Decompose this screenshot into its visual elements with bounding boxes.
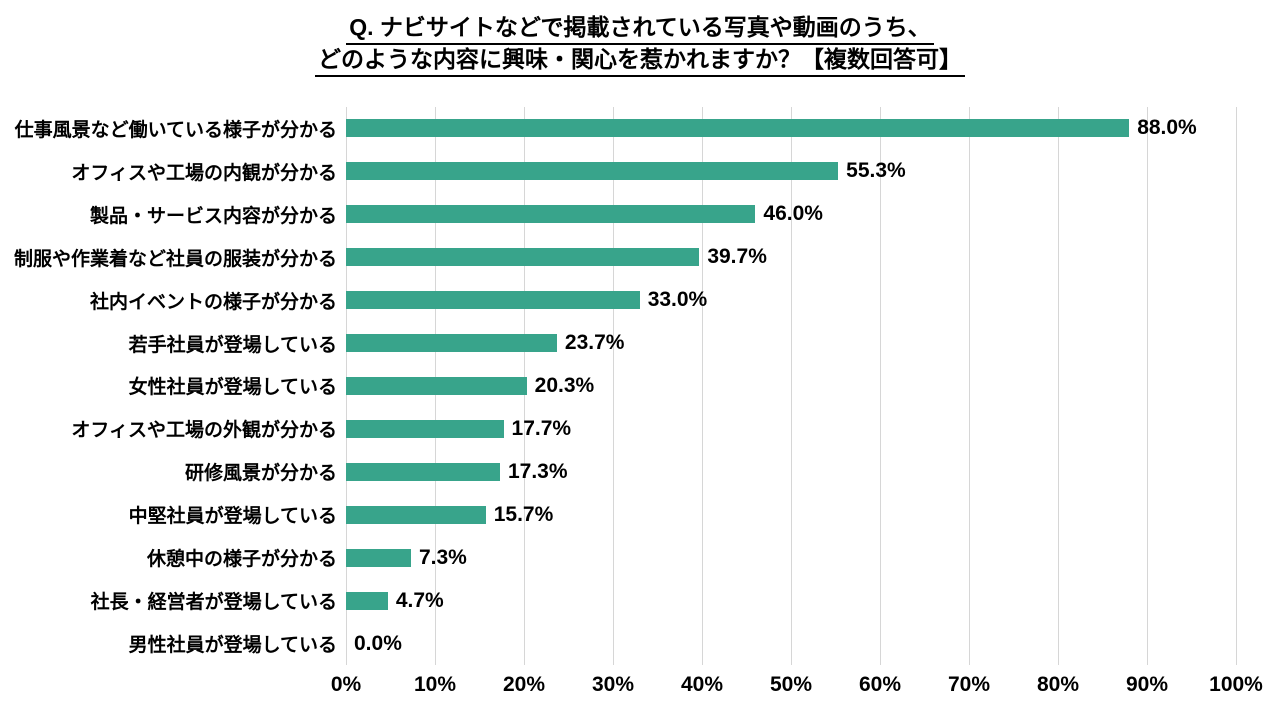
gridline	[1236, 107, 1237, 665]
bar-track: 17.3%	[346, 450, 1236, 493]
bar	[346, 291, 640, 310]
chart-title-row: Q. ナビサイトなどで掲載されている写真や動画のうち、	[0, 13, 1280, 45]
bar-row: 研修風景が分かる 17.3%	[0, 450, 1236, 493]
gridline	[1058, 107, 1059, 665]
bar-track: 88.0%	[346, 107, 1236, 150]
category-label: 社長・経営者が登場している	[90, 592, 337, 614]
chart-title-row: どのような内容に興味・関心を惹かれますか？【複数回答可】	[0, 45, 1280, 77]
bar	[346, 462, 500, 481]
bar-track: 33.0%	[346, 279, 1236, 322]
gridline	[1147, 107, 1148, 665]
value-label: 33.0%	[647, 288, 708, 312]
bar	[346, 376, 527, 395]
bar-track: 39.7%	[346, 236, 1236, 279]
x-tick-label: 10%	[413, 673, 457, 696]
category-label: 若手社員が登場している	[128, 334, 337, 356]
value-label: 0.0%	[354, 631, 402, 655]
bar-row: 制服や作業着など社員の服装が分かる 39.7%	[0, 236, 1236, 279]
category-label: オフィスや工場の内観が分かる	[71, 162, 337, 184]
gridline	[880, 107, 881, 665]
bar-track: 46.0%	[346, 193, 1236, 236]
x-tick-label: 0%	[330, 673, 362, 696]
x-tick-label: 50%	[769, 673, 813, 696]
bar-row: 休憩中の様子が分かる 7.3%	[0, 536, 1236, 579]
category-label: 製品・サービス内容が分かる	[89, 205, 337, 227]
x-tick-label: 100%	[1209, 673, 1263, 696]
x-tick-label: 30%	[591, 673, 635, 696]
x-tick-label: 40%	[680, 673, 724, 696]
value-label: 17.3%	[507, 459, 568, 483]
gridline	[613, 107, 614, 665]
x-axis: 0% 10% 20% 30% 40% 50% 60% 70% 80% 90% 100%	[331, 673, 1263, 705]
gridline	[791, 107, 792, 665]
bar-track: 55.3%	[346, 150, 1236, 193]
bar	[346, 419, 504, 438]
bar-row: オフィスや工場の外観が分かる 17.7%	[0, 407, 1236, 450]
bar-row: 社内イベントの様子が分かる 33.0%	[0, 279, 1236, 322]
bar	[346, 334, 557, 353]
bar-row: 中堅社員が登場している 15.7%	[0, 493, 1236, 536]
bar-row: 社長・経営者が登場している 4.7%	[0, 579, 1236, 622]
bar-track: 0.0%	[346, 622, 1236, 665]
chart-title: Q. ナビサイトなどで掲載されている写真や動画のうち、 どのような内容に興味・関…	[0, 13, 1280, 77]
value-label: 17.7%	[511, 416, 572, 440]
value-label: 46.0%	[763, 202, 823, 226]
bar-track: 7.3%	[346, 536, 1236, 579]
bar	[346, 248, 700, 267]
bar	[346, 205, 756, 224]
bar	[346, 548, 411, 567]
value-label: 55.3%	[846, 159, 906, 183]
bar-track: 17.7%	[346, 407, 1236, 450]
category-label: 制服や作業着など社員の服装が分かる	[13, 248, 337, 270]
bar-row: 若手社員が登場している 23.7%	[0, 322, 1236, 365]
bar-track: 4.7%	[346, 579, 1236, 622]
value-label: 4.7%	[395, 588, 444, 612]
x-tick-label: 80%	[1036, 673, 1080, 696]
x-tick-label: 70%	[947, 673, 991, 696]
category-label: 仕事風景など働いている様子が分かる	[14, 119, 337, 141]
bar-track: 15.7%	[346, 493, 1236, 536]
bar	[346, 591, 388, 610]
x-tick-label: 90%	[1125, 673, 1169, 696]
bar-row: 仕事風景など働いている様子が分かる 88.0%	[0, 107, 1236, 150]
bar	[346, 505, 486, 524]
category-label: 女性社員が登場している	[128, 377, 337, 399]
x-tick-label: 20%	[502, 673, 546, 696]
value-label: 23.7%	[564, 331, 625, 355]
category-label: 中堅社員が登場している	[128, 506, 337, 528]
value-label: 20.3%	[534, 373, 595, 397]
category-label: 男性社員が登場している	[128, 635, 337, 657]
bar-row: 女性社員が登場している 20.3%	[0, 365, 1236, 408]
x-tick-label: 60%	[858, 673, 902, 696]
category-label: 休憩中の様子が分かる	[146, 549, 337, 571]
value-label: 7.3%	[418, 545, 467, 569]
bar-row: 男性社員が登場している 0.0%	[0, 622, 1236, 665]
bar	[346, 162, 839, 181]
category-label: 社内イベントの様子が分かる	[89, 291, 337, 313]
bar-track: 20.3%	[346, 365, 1236, 408]
gridline	[702, 107, 703, 665]
value-label: 88.0%	[1137, 116, 1197, 140]
bar-rows: 仕事風景など働いている様子が分かる 88.0% オフィスや工場の内観が分かる 55.3…	[0, 107, 1236, 665]
value-label: 39.7%	[707, 245, 767, 269]
bar-row: オフィスや工場の内観が分かる 55.3%	[0, 150, 1236, 193]
category-label: オフィスや工場の外観が分かる	[71, 420, 337, 442]
category-label: 研修風景が分かる	[184, 463, 337, 485]
bar-track: 23.7%	[346, 322, 1236, 365]
value-label: 15.7%	[493, 502, 554, 526]
bar-row: 製品・サービス内容が分かる 46.0%	[0, 193, 1236, 236]
chart-title-line2: どのような内容に興味・関心を惹かれますか？【複数回答可】	[315, 45, 965, 77]
gridline	[969, 107, 970, 665]
chart-title-line1: Q. ナビサイトなどで掲載されている写真や動画のうち、	[346, 13, 934, 45]
bar	[346, 119, 1130, 138]
